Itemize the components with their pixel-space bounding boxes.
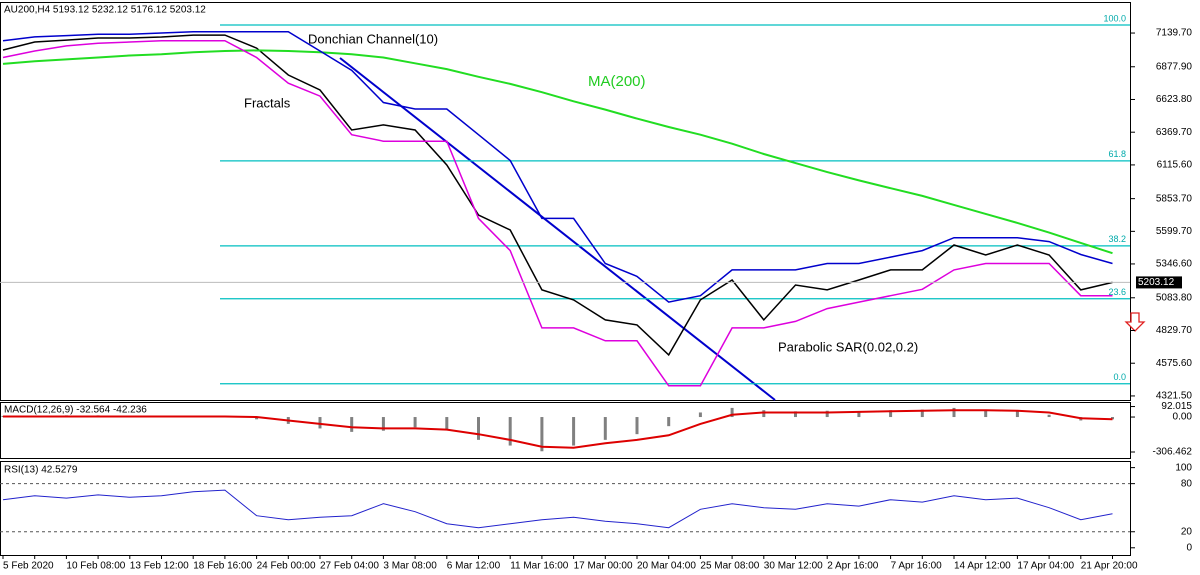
- macd-bar: [1015, 411, 1019, 418]
- x-tick-label: 25 Mar 08:00: [700, 561, 759, 572]
- macd-bar: [857, 411, 861, 418]
- series-line: [2, 34, 1113, 357]
- macd-bar: [572, 417, 576, 446]
- macd-bar: [920, 409, 924, 418]
- macd-panel: [0, 402, 1131, 459]
- y-tick-label: 5853.70: [1156, 193, 1193, 204]
- x-tick-label: 17 Apr 04:00: [1017, 561, 1074, 572]
- fib-label: 23.6: [1108, 287, 1126, 297]
- y-tick-label: 6877.90: [1156, 61, 1193, 72]
- macd-bar: [445, 417, 449, 430]
- x-tick-label: 7 Apr 16:00: [891, 561, 943, 572]
- x-tick-label: 30 Mar 12:00: [764, 561, 823, 572]
- macd-bar: [1111, 417, 1114, 420]
- macd-bar: [381, 417, 385, 431]
- macd-bar: [603, 417, 607, 440]
- rsi-panel: [0, 461, 1131, 556]
- trend-line: [339, 57, 776, 401]
- series-line: [2, 49, 1113, 255]
- y-tick-label: 4829.70: [1156, 325, 1193, 336]
- y-tick-label: 100: [1175, 462, 1192, 473]
- y-tick-label: 4575.60: [1156, 358, 1193, 369]
- macd-bar: [255, 417, 259, 420]
- down-arrow: [1124, 312, 1146, 332]
- macd-bar: [762, 410, 766, 418]
- x-tick-label: 11 Mar 16:00: [510, 561, 569, 572]
- macd-bar: [698, 412, 702, 418]
- macd-bar: [540, 417, 544, 452]
- y-tick-label: 5346.60: [1156, 259, 1193, 270]
- price-box: [1136, 276, 1182, 289]
- macd-bar: [952, 407, 956, 418]
- x-tick-label: 17 Mar 00:00: [574, 561, 633, 572]
- y-tick-label: 80: [1181, 478, 1193, 489]
- x-tick-label: 2 Apr 16:00: [827, 561, 879, 572]
- fib-label: 100.0: [1103, 13, 1126, 23]
- y-tick-label: 4321.50: [1156, 391, 1193, 402]
- y-tick-label: 6369.70: [1156, 127, 1193, 138]
- x-tick-label: 10 Feb 08:00: [66, 561, 125, 572]
- chart-title: AU200,H4 5193.12 5232.12 5176.12 5203.12: [4, 5, 206, 16]
- rsi-title: RSI(13) 42.5279: [4, 465, 78, 476]
- annotation: Donchian Channel(10): [308, 31, 438, 46]
- y-tick-label: 5083.80: [1156, 292, 1193, 303]
- fib-label: 0.0: [1113, 372, 1126, 382]
- macd-bar: [794, 411, 797, 418]
- x-tick-label: 21 Apr 20:00: [1081, 561, 1138, 572]
- price-label: 5203.12: [1138, 277, 1175, 288]
- y-tick-label: 0: [1186, 542, 1192, 553]
- x-tick-label: 14 Apr 12:00: [954, 561, 1011, 572]
- macd-title: MACD(12,26,9) -32.564 -42.236: [4, 405, 147, 416]
- series-line: [2, 489, 1113, 529]
- x-tick-label: 13 Feb 12:00: [130, 561, 189, 572]
- macd-bar: [730, 407, 734, 418]
- x-tick-label: 18 Feb 16:00: [193, 561, 252, 572]
- macd-bar: [667, 417, 671, 427]
- y-tick-label: 7139.70: [1156, 28, 1193, 39]
- x-tick-label: 27 Feb 04:00: [320, 561, 379, 572]
- series-line: [2, 39, 1113, 387]
- x-tick-label: 3 Mar 08:00: [383, 561, 437, 572]
- macd-bar: [413, 417, 417, 428]
- y-tick-label: 5599.70: [1156, 226, 1193, 237]
- y-tick-label: 0.00: [1173, 412, 1193, 423]
- x-tick-label: 24 Feb 00:00: [257, 561, 316, 572]
- macd-bar: [1047, 414, 1051, 418]
- series-line: [2, 30, 1113, 303]
- y-tick-label: 6623.80: [1156, 94, 1193, 105]
- annotation: Fractals: [244, 95, 291, 110]
- annotation: Parabolic SAR(0.02,0.2): [778, 339, 918, 354]
- macd-bar: [350, 417, 354, 432]
- main-panel: [0, 2, 1131, 401]
- macd-bar: [318, 417, 322, 429]
- fib-label: 38.2: [1108, 234, 1126, 244]
- macd-bar: [825, 410, 829, 418]
- macd-bar: [635, 417, 639, 435]
- x-tick-label: 20 Mar 04:00: [637, 561, 696, 572]
- annotation: MA(200): [588, 73, 646, 90]
- y-tick-label: 6115.60: [1157, 160, 1193, 171]
- macd-bar: [984, 410, 988, 418]
- x-tick-label: 5 Feb 2020: [3, 561, 54, 572]
- y-tick-label: 92.015: [1161, 401, 1192, 412]
- y-tick-label: 20: [1181, 526, 1193, 537]
- series-line: [3, 409, 1113, 449]
- macd-bar: [477, 417, 480, 440]
- fib-label: 61.8: [1108, 149, 1126, 159]
- macd-bar: [889, 410, 893, 418]
- macd-bar: [508, 417, 512, 446]
- x-tick-label: 6 Mar 12:00: [447, 561, 501, 572]
- y-tick-label: -306.462: [1153, 447, 1193, 458]
